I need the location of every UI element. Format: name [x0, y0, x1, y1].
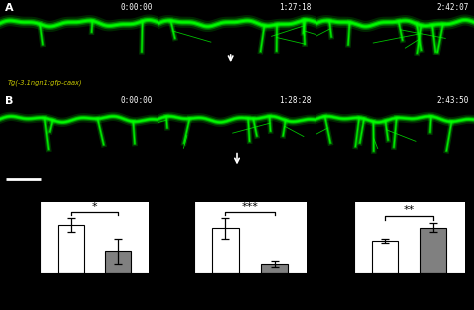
Text: E: E [310, 196, 318, 209]
Text: Tg(-3.1ngn1:gfp-caax): Tg(-3.1ngn1:gfp-caax) [8, 79, 82, 86]
Text: 2:42:07: 2:42:07 [437, 3, 469, 12]
Text: *: * [91, 202, 97, 212]
Text: 1:28:28: 1:28:28 [279, 96, 311, 105]
Text: 1:27:18: 1:27:18 [279, 3, 311, 12]
Text: A: A [5, 3, 13, 13]
Y-axis label: Interstitial
Branches/min: Interstitial Branches/min [155, 211, 174, 264]
Bar [420, 228, 447, 273]
Text: B: B [5, 96, 13, 106]
Y-axis label: GC Bifurcations/min: GC Bifurcations/min [7, 199, 16, 275]
Text: ***: *** [242, 202, 258, 211]
Bar [212, 228, 239, 273]
Text: 2:43:50: 2:43:50 [437, 96, 469, 105]
Bar [261, 264, 288, 273]
Text: 0:00:00: 0:00:00 [121, 3, 153, 12]
Y-axis label: Peripheral Growth
Rate μm/min: Peripheral Growth Rate μm/min [315, 202, 334, 272]
Bar [58, 225, 84, 273]
Text: C: C [0, 196, 6, 209]
Bar [105, 251, 131, 273]
Bar [372, 241, 399, 273]
Text: D: D [148, 196, 159, 209]
Text: **: ** [403, 205, 415, 215]
Text: 0:00:00: 0:00:00 [121, 96, 153, 105]
